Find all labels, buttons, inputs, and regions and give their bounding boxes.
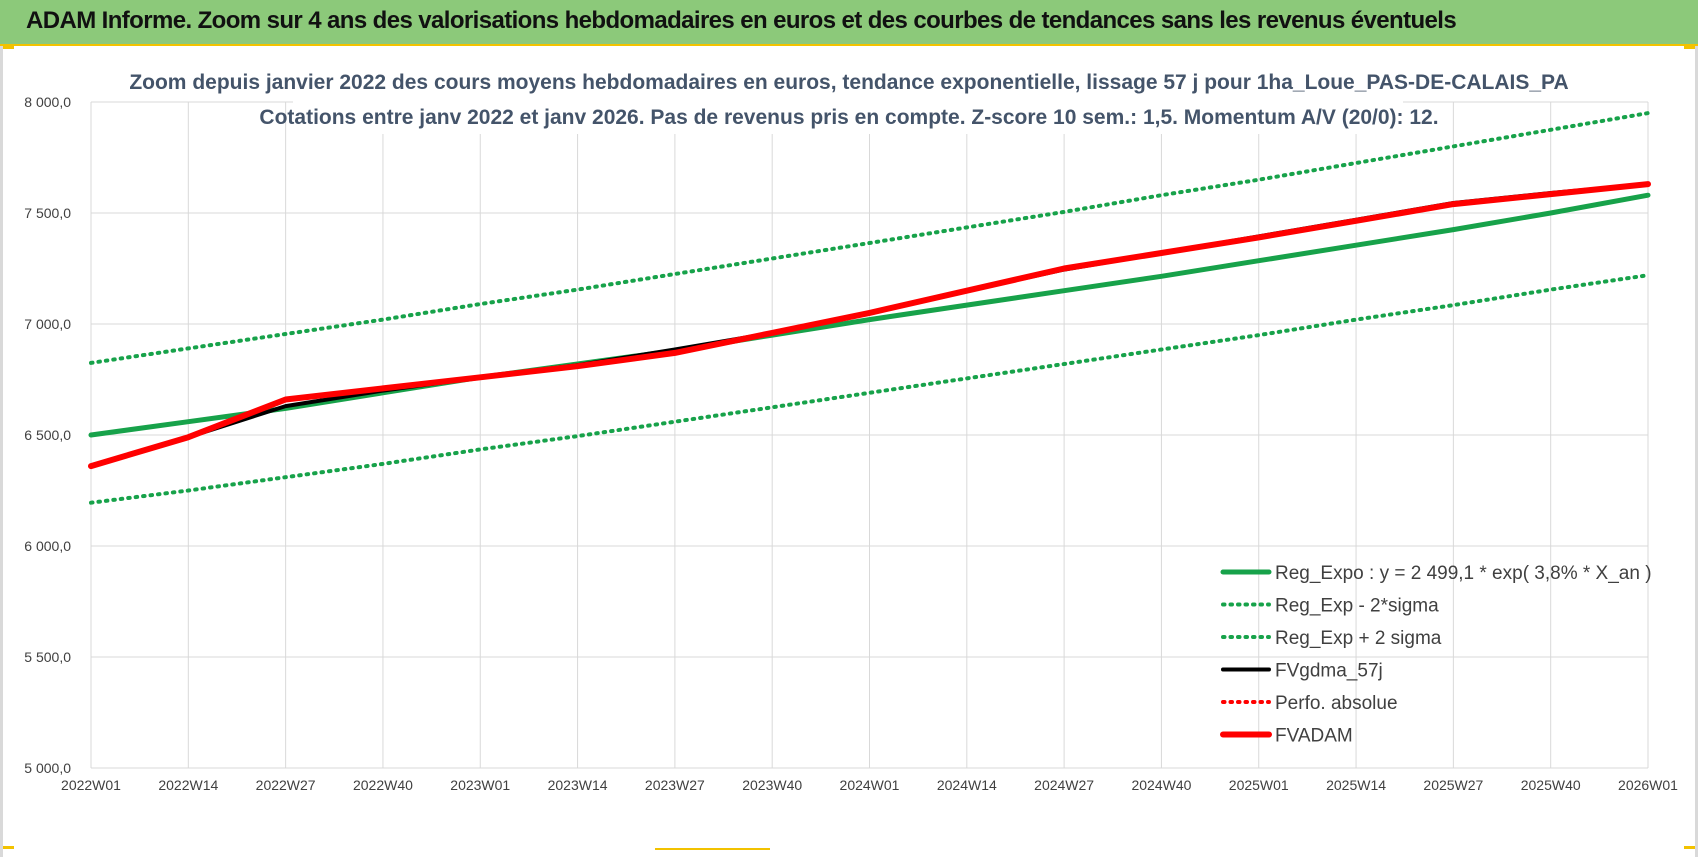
legend-label: FVgdma_57j	[1275, 661, 1383, 682]
y-tick-label: 7 000,0	[24, 316, 71, 332]
x-tick-label: 2025W01	[1229, 777, 1289, 793]
legend-label: Reg_Expo : y = 2 499,1 * exp( 3,8% * X_a…	[1275, 563, 1652, 584]
y-tick-label: 5 500,0	[24, 649, 71, 665]
legend-label: Reg_Exp - 2*sigma	[1275, 596, 1439, 617]
x-tick-label: 2023W01	[450, 777, 510, 793]
y-tick-label: 6 500,0	[24, 427, 71, 443]
chart-title-line-1: Zoom depuis janvier 2022 des cours moyen…	[129, 71, 1568, 94]
corner-accent-bottom-right	[1684, 846, 1698, 849]
x-tick-label: 2024W01	[840, 777, 900, 793]
corner-accent-left	[0, 46, 14, 49]
banner-title: ADAM Informe. Zoom sur 4 ans des valoris…	[26, 7, 1457, 34]
series-line-0	[88, 192, 1651, 438]
x-tick-label: 2024W40	[1131, 777, 1191, 793]
x-tick-label: 2023W40	[742, 777, 802, 793]
chart-frame: Zoom depuis janvier 2022 des cours moyen…	[0, 46, 1698, 857]
x-tick-label: 2022W14	[158, 777, 218, 793]
x-axis: 2022W01 2022W14 2022W27 2022W40 2023W01 2023W…	[61, 777, 1678, 793]
x-tick-label: 2023W27	[645, 777, 705, 793]
corner-accent-right	[1684, 46, 1698, 49]
y-tick-label: 8 000,0	[24, 94, 71, 110]
plot-area	[88, 111, 1651, 505]
series-line-1	[89, 273, 1650, 505]
y-tick-label: 5 000,0	[24, 760, 71, 776]
y-axis: 8 000,0 7 500,0 7 000,0 6 500,0 6 000,0 5 500…	[24, 94, 71, 776]
x-tick-label: 2026W01	[1618, 777, 1678, 793]
x-tick-label: 2022W27	[256, 777, 316, 793]
chart: Zoom depuis janvier 2022 des cours moyen…	[24, 64, 1678, 793]
corner-accent-bottom-left	[0, 846, 14, 849]
x-tick-label: 2025W40	[1521, 777, 1581, 793]
chart-title-line-2: Cotations entre janv 2022 et janv 2026. …	[259, 106, 1438, 129]
legend-label: Perfo. absolue	[1275, 693, 1398, 714]
chart-subtitle-bg	[293, 100, 1403, 134]
x-tick-label: 2022W01	[61, 777, 121, 793]
chart-title: Zoom depuis janvier 2022 des cours moyen…	[129, 64, 1569, 134]
series-line-5	[88, 181, 1651, 470]
chart-title-bg	[203, 64, 1493, 98]
x-tick-label: 2024W14	[937, 777, 997, 793]
legend-label: FVADAM	[1275, 726, 1353, 747]
x-tick-label: 2024W27	[1034, 777, 1094, 793]
legend-label: Reg_Exp + 2 sigma	[1275, 628, 1442, 649]
x-tick-label: 2022W40	[353, 777, 413, 793]
x-tick-label: 2025W27	[1423, 777, 1483, 793]
bottom-accent	[655, 848, 770, 850]
grid	[90, 101, 1649, 769]
y-tick-label: 6 000,0	[24, 538, 71, 554]
title-banner: ADAM Informe. Zoom sur 4 ans des valoris…	[0, 0, 1698, 46]
series-line-2	[89, 111, 1650, 365]
x-tick-label: 2025W14	[1326, 777, 1386, 793]
x-tick-label: 2023W14	[548, 777, 608, 793]
legend: Reg_Expo : y = 2 499,1 * exp( 3,8% * X_a…	[1220, 563, 1652, 747]
y-tick-label: 7 500,0	[24, 205, 71, 221]
